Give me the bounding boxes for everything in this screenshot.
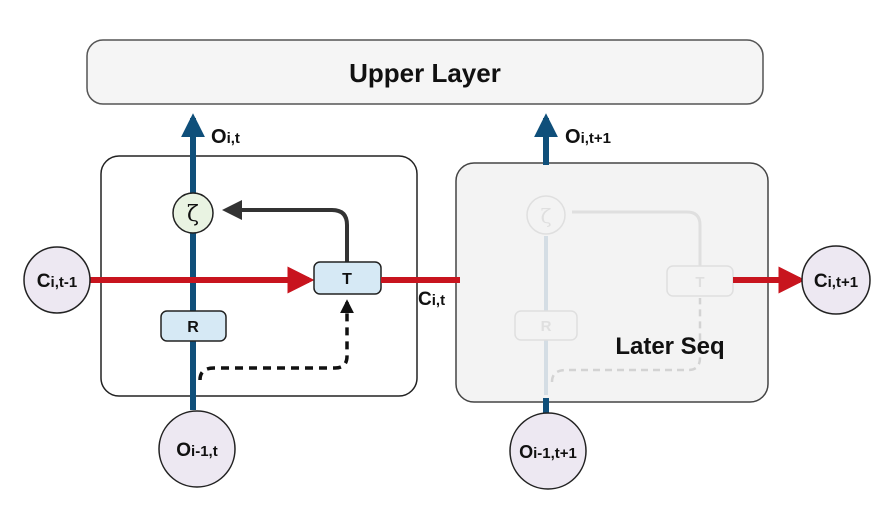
context-node-next-label: Ci,t+1 bbox=[814, 271, 858, 292]
cell-1-zeta-node bbox=[172, 192, 214, 234]
cell-1-output-label: Oi,t bbox=[211, 126, 240, 148]
upper-layer-title: Upper Layer bbox=[349, 58, 501, 88]
input-node-1 bbox=[158, 410, 236, 488]
cell-1-gate-feedback-arrow bbox=[222, 200, 349, 262]
context-node-prev bbox=[23, 246, 91, 314]
cell-1-r-label: R bbox=[187, 319, 199, 336]
later-seq-internals: ζ R T bbox=[460, 195, 734, 395]
svg-text:T: T bbox=[695, 274, 704, 291]
svg-text:ζ: ζ bbox=[541, 204, 552, 228]
cell-1-t-label: T bbox=[342, 271, 352, 288]
context-node-next bbox=[801, 245, 871, 315]
cell-2-output-label: Oi,t+1 bbox=[565, 126, 611, 148]
input-node-2-label: Oi-1,t+1 bbox=[519, 442, 577, 462]
svg-text:R: R bbox=[541, 318, 552, 335]
input-node-1-label: Oi-1,t bbox=[176, 440, 217, 461]
later-seq-title: Later Seq bbox=[615, 333, 724, 360]
context-node-prev-label: Ci,t-1 bbox=[37, 271, 77, 292]
cell-1-r-box bbox=[160, 310, 227, 342]
cell-1-dashed-arrow bbox=[198, 299, 354, 381]
cell-1-zeta-symbol: ζ bbox=[187, 202, 199, 227]
input-node-2 bbox=[509, 412, 587, 490]
context-mid-label: Ci,t bbox=[418, 289, 445, 310]
upper-layer-box bbox=[86, 39, 764, 105]
